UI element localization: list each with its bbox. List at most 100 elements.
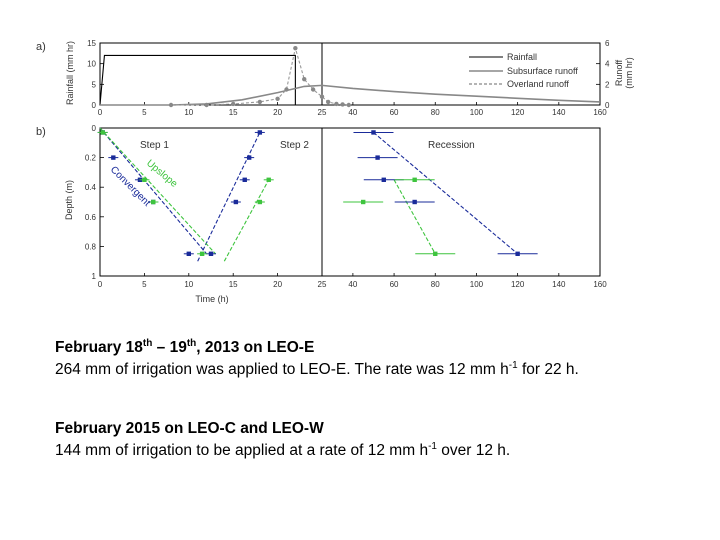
fit-line-convergent [99, 127, 207, 255]
point-upslope [412, 177, 417, 182]
panel-a-ytick-label: 0 [92, 101, 97, 110]
point-convergent [515, 251, 520, 256]
series-subsurface-runoff [100, 84, 601, 106]
panel-b-xtick-label: 10 [184, 280, 193, 289]
caption-2-title: February 2015 on LEO-C and LEO-W [55, 420, 324, 437]
panel-a-y2tick-label: 6 [605, 39, 610, 48]
point-upslope [266, 177, 271, 182]
point-upslope [199, 251, 205, 256]
panel-b-ytick-label: 0.8 [85, 242, 97, 251]
panel-b-xtick-label: 160 [593, 280, 607, 289]
panel-b-xtick-label: 40 [348, 280, 357, 289]
panel-a-xtick-label: 0 [98, 108, 103, 117]
panel-b-xtick-label: 60 [390, 280, 399, 289]
panel-b-xtick-label: 15 [229, 280, 238, 289]
overland-point [257, 99, 263, 105]
panel-a-xtick-label: 15 [229, 108, 238, 117]
point-convergent [111, 155, 116, 160]
panel-a-xtick-label: 5 [142, 108, 147, 117]
panel-a-xtick-label: 10 [184, 108, 193, 117]
panel-b-ytick-label: 0.2 [85, 154, 97, 163]
fit-line-upslope [393, 179, 436, 255]
point-convergent [233, 199, 239, 205]
point-upslope [257, 199, 263, 205]
panel-a-xtick-label: 80 [431, 108, 440, 117]
point-convergent [371, 130, 376, 135]
panel-b-xtick-label: 25 [318, 280, 327, 289]
panel-b-label: b) [36, 126, 46, 138]
series-rainfall [99, 54, 296, 106]
point-upslope [151, 199, 156, 205]
panel-b-ytick-label: 0 [92, 124, 97, 133]
panel-a-ytick-label: 15 [87, 39, 96, 48]
panel-a-xtick-label: 120 [511, 108, 525, 117]
point-convergent [381, 177, 386, 182]
caption-2-line: 144 mm of irrigation to be applied at a … [55, 441, 511, 460]
annotation-step2: Step 2 [280, 140, 309, 151]
overland-point [334, 101, 339, 107]
panel-a-ytick-label: 10 [87, 60, 96, 69]
point-convergent [412, 199, 417, 205]
caption-block-1: February 18th – 19th, 2013 on LEO-E 264 … [55, 337, 579, 381]
panel-a-y2tick-label: 0 [605, 101, 610, 110]
panel-b-xtick-label: 80 [431, 280, 440, 289]
panel-b-xlabel: Time (h) [195, 294, 228, 304]
figure: a) Rainfall (mm hr) Runoff (mm hr) 05101… [36, 39, 634, 304]
overland-point [284, 87, 289, 92]
panel-a-xtick-label: 100 [470, 108, 484, 117]
panel-a-y2tick-label: 4 [605, 60, 610, 69]
annotation-recession: Recession [428, 140, 475, 151]
panel-b-ylabel: Depth (m) [64, 180, 74, 220]
annotation-upslope: Upslope [144, 158, 180, 190]
overland-point [319, 94, 325, 99]
panel-b-xtick-label: 120 [511, 280, 525, 289]
panel-b-frame [99, 127, 601, 277]
point-convergent [257, 130, 263, 135]
overland-point [325, 99, 331, 105]
legend-overland: Overland runoff [507, 79, 569, 89]
panel-b-xtick-label: 20 [273, 280, 282, 289]
overland-point [302, 76, 307, 82]
point-upslope [100, 130, 105, 135]
panel-b-plot: 00.20.40.60.810 5 10 15 20 25 40 60 80 100 120 140 1… [85, 124, 607, 289]
overland-point [204, 102, 209, 108]
panel-b-xtick-label: 100 [470, 280, 484, 289]
point-upslope [142, 177, 147, 182]
legend-subsurface: Subsurface runoff [507, 66, 578, 76]
annotation-step1: Step 1 [140, 140, 169, 151]
panel-b-xtick-label: 5 [142, 280, 147, 289]
point-convergent [246, 155, 252, 160]
panel-b-ytick-label: 1 [92, 272, 97, 281]
panel-a-label: a) [36, 41, 46, 53]
overland-point [293, 45, 298, 51]
legend-rainfall: Rainfall [507, 52, 537, 62]
point-upslope [360, 199, 366, 205]
caption-1-line: 264 mm of irrigation was applied to LEO-… [55, 360, 579, 379]
fit-line-convergent [373, 132, 518, 255]
overland-point [346, 102, 351, 108]
panel-a-ytick-label: 5 [92, 80, 97, 89]
point-upslope [433, 251, 438, 256]
panel-a-xtick-label: 60 [390, 108, 399, 117]
panel-b-xtick-label: 140 [552, 280, 566, 289]
point-convergent [208, 251, 214, 256]
caption-block-2: February 2015 on LEO-C and LEO-W 144 mm … [55, 418, 510, 462]
overland-point [340, 102, 345, 107]
legend-a: Rainfall Subsurface runoff Overland runo… [469, 52, 578, 89]
panel-a-xtick-label: 20 [273, 108, 282, 117]
fit-line-upslope [99, 127, 216, 255]
overland-point [275, 96, 280, 102]
panel-a-xtick-label: 140 [552, 108, 566, 117]
fit-line-convergent [197, 132, 261, 262]
series-overland-runoff [171, 48, 349, 106]
panel-b-ytick-label: 0.4 [85, 183, 97, 192]
point-convergent [375, 155, 380, 160]
point-convergent [186, 251, 191, 256]
panel-a-xtick-label: 160 [593, 108, 607, 117]
panel-a-xtick-label: 40 [348, 108, 357, 117]
point-convergent [242, 177, 247, 182]
caption-1-title: February 18th – 19th, 2013 on LEO-E [55, 338, 315, 357]
overland-point [310, 87, 316, 92]
panel-a-ylabel: Rainfall (mm hr) [65, 41, 75, 105]
